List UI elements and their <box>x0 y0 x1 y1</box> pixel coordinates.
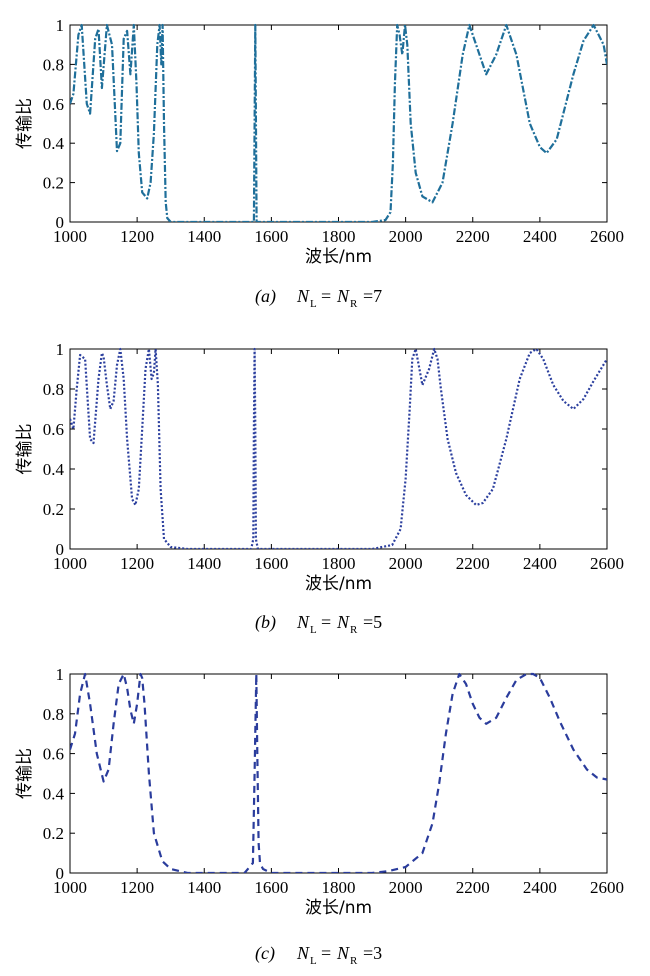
x-tick-label: 2000 <box>389 227 423 246</box>
x-tick-label: 1400 <box>187 554 221 573</box>
x-tick-label: 2400 <box>523 227 557 246</box>
caption-n-value: =5 <box>363 612 382 632</box>
panel-b: 1000 1200 1400 1600 1800 2000 2200 2400 2600 0 0.2… <box>15 340 624 636</box>
y-tick-label: 0 <box>56 213 65 232</box>
caption-equals: = <box>321 943 331 963</box>
x-tick-label: 1000 <box>53 227 87 246</box>
caption-n-value: =7 <box>363 286 382 306</box>
caption-label: (c) <box>255 943 275 964</box>
series-line <box>70 672 607 873</box>
series-line <box>70 23 607 222</box>
caption-n-left-sub: L <box>310 298 317 310</box>
y-tick-label: 1 <box>56 340 65 359</box>
plot-frame <box>69 24 608 223</box>
caption-n-right-sub: R <box>350 955 358 967</box>
x-tick-label: 2600 <box>590 227 624 246</box>
y-tick-label: 0.4 <box>43 134 65 153</box>
x-tick-label: 1000 <box>53 878 87 897</box>
y-tick-label: 1 <box>56 665 65 684</box>
y-tick-label: 0 <box>56 864 65 883</box>
panel-c: 1000 1200 1400 1600 1800 2000 2200 2400 2600 0 0.2… <box>15 665 624 967</box>
x-tick-label: 1400 <box>187 878 221 897</box>
y-tick-label: 0.6 <box>43 745 64 764</box>
y-tick-label: 0.4 <box>43 460 65 479</box>
x-tick-label: 1800 <box>322 554 356 573</box>
y-tick-label: 0.4 <box>43 784 65 803</box>
panel-a: 1000 1200 1400 1600 1800 2000 2200 2400 2600 0 0.2… <box>15 16 624 310</box>
caption-label: (b) <box>255 612 276 633</box>
y-tick-label: 0.6 <box>43 95 64 114</box>
x-tick-label: 2200 <box>456 878 490 897</box>
caption-equals: = <box>321 286 331 306</box>
y-tick-label: 0.2 <box>43 824 64 843</box>
caption-equals: = <box>321 612 331 632</box>
x-tick-label: 2000 <box>389 878 423 897</box>
plot-frame <box>69 673 608 874</box>
series-line <box>70 347 607 549</box>
caption-n-right: N <box>336 286 350 306</box>
x-axis-label: 波长/nm <box>305 247 372 267</box>
x-tick-label: 1800 <box>322 227 356 246</box>
caption-n-left: N <box>296 943 310 963</box>
y-tick-label: 0.2 <box>43 174 64 193</box>
y-tick-label: 0 <box>56 540 65 559</box>
x-tick-label: 2600 <box>590 554 624 573</box>
caption-n-left-sub: L <box>310 955 317 967</box>
caption-n-left: N <box>296 612 310 632</box>
x-tick-label: 1600 <box>254 227 288 246</box>
x-tick-label: 2400 <box>523 554 557 573</box>
caption-label: (a) <box>255 286 276 307</box>
x-axis-label: 波长/nm <box>305 574 372 594</box>
caption-n-value: =3 <box>363 943 382 963</box>
caption-n-right: N <box>336 612 350 632</box>
x-tick-label: 1800 <box>322 878 356 897</box>
x-tick-label: 1200 <box>120 878 154 897</box>
y-tick-label: 0.8 <box>43 380 64 399</box>
y-axis-label: 传输比 <box>15 98 35 149</box>
y-tick-label: 1 <box>56 16 65 35</box>
x-tick-label: 2200 <box>456 554 490 573</box>
x-tick-label: 1400 <box>187 227 221 246</box>
x-tick-label: 1600 <box>254 554 288 573</box>
caption-n-left: N <box>296 286 310 306</box>
x-tick-label: 2200 <box>456 227 490 246</box>
caption-n-right-sub: R <box>350 624 358 636</box>
x-axis-label: 波长/nm <box>305 898 372 918</box>
caption-n-right-sub: R <box>350 298 358 310</box>
y-tick-label: 0.8 <box>43 55 64 74</box>
x-tick-label: 2600 <box>590 878 624 897</box>
y-tick-label: 0.8 <box>43 705 64 724</box>
x-tick-label: 2000 <box>389 554 423 573</box>
x-tick-label: 1200 <box>120 227 154 246</box>
y-tick-label: 0.2 <box>43 500 64 519</box>
caption-n-right: N <box>336 943 350 963</box>
y-tick-label: 0.6 <box>43 420 64 439</box>
y-axis-label: 传输比 <box>15 748 35 799</box>
y-axis-label: 传输比 <box>15 424 35 475</box>
x-tick-label: 1600 <box>254 878 288 897</box>
x-tick-label: 1000 <box>53 554 87 573</box>
x-tick-label: 2400 <box>523 878 557 897</box>
caption-n-left-sub: L <box>310 624 317 636</box>
x-tick-label: 1200 <box>120 554 154 573</box>
